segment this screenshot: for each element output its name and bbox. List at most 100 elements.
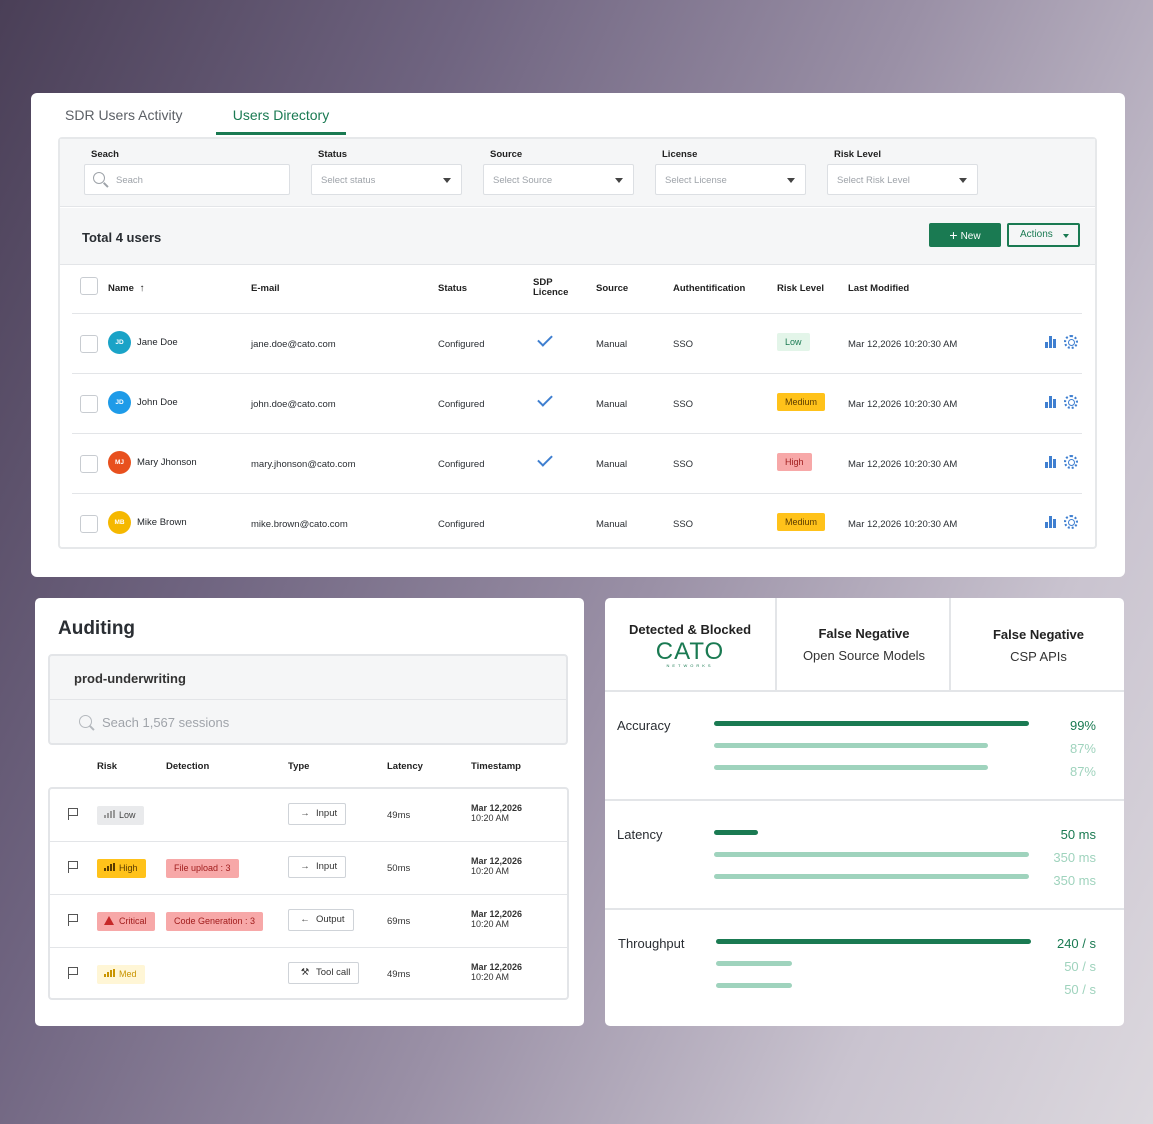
- metric-label: Throughput: [618, 936, 685, 951]
- checkmark-icon: [537, 391, 553, 407]
- user-email: mary.jhonson@cato.com: [251, 459, 356, 470]
- metric-bar: [714, 852, 1029, 857]
- license-select[interactable]: Select License: [655, 164, 806, 195]
- session-row[interactable]: Low → Input 49ms Mar 12,2026 10:20 AM: [50, 789, 567, 842]
- sort-ascending-icon: ↑: [139, 283, 145, 294]
- table-header-row: Name ↑ E-mail Status SDP Licence Source A…: [72, 267, 1082, 314]
- column-detected-blocked: Detected & Blocked CATO NETWORKS: [605, 598, 777, 690]
- chevron-down-icon: [959, 178, 967, 183]
- risk-level-select[interactable]: Select Risk Level: [827, 164, 978, 195]
- search-label: Seach: [91, 149, 119, 160]
- row-checkbox[interactable]: [80, 515, 98, 533]
- type-chip: ⚒ Tool call: [288, 962, 360, 984]
- detection-badge: Code Generation : 3: [166, 912, 264, 931]
- avatar: MJ: [108, 451, 131, 474]
- column-header-last-modified: Last Modified: [848, 283, 910, 294]
- column-header-authentification: Authentification: [673, 283, 746, 294]
- risk-badge: Low: [97, 806, 144, 825]
- user-email: jane.doe@cato.com: [251, 339, 336, 350]
- column-header-risk-level: Risk Level: [777, 283, 824, 294]
- divider: [50, 699, 566, 700]
- risk-level-placeholder: Select Risk Level: [837, 175, 910, 186]
- metric-bar: [716, 939, 1031, 944]
- signal-bars-icon: [104, 969, 115, 977]
- user-source: Manual: [596, 339, 628, 350]
- analytics-icon[interactable]: [1045, 396, 1057, 408]
- cato-logo-subtext: NETWORKS: [666, 663, 714, 668]
- last-modified: Mar 12,2026 10:20:30 AM: [848, 459, 958, 470]
- flag-icon[interactable]: [68, 861, 78, 873]
- table-row[interactable]: MB Mike Brown mike.brown@cato.com Configure…: [72, 494, 1082, 550]
- gear-icon[interactable]: [1064, 335, 1078, 349]
- risk-level-badge: High: [777, 453, 812, 471]
- user-name: Mary Jhonson: [137, 457, 197, 468]
- row-checkbox[interactable]: [80, 335, 98, 353]
- tab-sdr-users-activity[interactable]: SDR Users Activity: [65, 107, 183, 123]
- table-row[interactable]: JD Jane Doe jane.doe@cato.com Configured Man…: [72, 314, 1082, 374]
- metric-bar: [714, 743, 988, 748]
- actions-dropdown-button[interactable]: Actions: [1007, 223, 1080, 247]
- environment-name: prod-underwriting: [74, 671, 186, 686]
- cato-logo: CATO: [655, 638, 725, 665]
- row-checkbox[interactable]: [80, 395, 98, 413]
- column-header-latency: Latency: [387, 761, 423, 772]
- detection-badge: File upload : 3: [166, 859, 239, 878]
- table-row[interactable]: MJ Mary Jhonson mary.jhonson@cato.com Confi…: [72, 434, 1082, 494]
- source-select[interactable]: Select Source: [483, 164, 634, 195]
- status-placeholder: Select status: [321, 175, 376, 186]
- timestamp: Mar 12,2026 10:20 AM: [471, 856, 523, 876]
- risk-badge: High: [97, 859, 146, 878]
- session-search-input[interactable]: Seach 1,567 sessions: [102, 715, 230, 730]
- analytics-icon[interactable]: [1045, 336, 1057, 348]
- analytics-icon[interactable]: [1045, 456, 1057, 468]
- gear-icon[interactable]: [1064, 395, 1078, 409]
- type-chip: → Input: [288, 803, 347, 825]
- auditing-title: Auditing: [58, 618, 136, 639]
- type-chip: → Input: [288, 856, 347, 878]
- risk-level-label: Risk Level: [834, 149, 881, 160]
- status-select[interactable]: Select status: [311, 164, 462, 195]
- license-filter: License Select License: [655, 149, 806, 195]
- column-subtitle: CSP APIs: [1010, 649, 1067, 664]
- new-user-button[interactable]: + New: [929, 223, 1001, 247]
- metric-value: 50 / s: [1064, 959, 1096, 974]
- chevron-down-icon: [787, 178, 795, 183]
- users-table: Name ↑ E-mail Status SDP Licence Source A…: [72, 267, 1082, 550]
- source-filter: Source Select Source: [483, 149, 634, 195]
- warning-icon: [104, 916, 114, 925]
- gear-icon[interactable]: [1064, 515, 1078, 529]
- chevron-down-icon: [1063, 234, 1069, 238]
- session-row[interactable]: High File upload : 3 → Input 50ms Mar 12,2026…: [50, 842, 567, 895]
- avatar: MB: [108, 511, 131, 534]
- session-row[interactable]: Med ⚒ Tool call 49ms Mar 12,2026 10:20 AM: [50, 948, 567, 999]
- metric-section-accuracy: Accuracy 99% 87% 87%: [605, 692, 1124, 801]
- risk-level-badge: Low: [777, 333, 810, 351]
- risk-level-badge: Medium: [777, 393, 826, 411]
- metric-bar: [716, 983, 792, 988]
- license-label: License: [662, 149, 698, 160]
- session-row[interactable]: Critical Code Generation : 3 ← Output 69ms Ma…: [50, 895, 567, 948]
- search-input[interactable]: Seach: [84, 164, 290, 195]
- gear-icon[interactable]: [1064, 455, 1078, 469]
- table-row[interactable]: JD John Doe john.doe@cato.com Configured Man…: [72, 374, 1082, 434]
- checkmark-icon: [537, 331, 553, 347]
- column-false-negative-open-source: False Negative Open Source Models: [779, 598, 951, 690]
- user-email: mike.brown@cato.com: [251, 519, 348, 530]
- column-header-name[interactable]: Name ↑: [108, 283, 145, 294]
- flag-icon[interactable]: [68, 808, 78, 820]
- analytics-icon[interactable]: [1045, 516, 1057, 528]
- row-checkbox[interactable]: [80, 455, 98, 473]
- column-header-detection: Detection: [166, 761, 210, 772]
- risk-level-filter: Risk Level Select Risk Level: [827, 149, 978, 195]
- avatar: JD: [108, 331, 131, 354]
- user-source: Manual: [596, 399, 628, 410]
- session-search-box: prod-underwriting Seach 1,567 sessions: [48, 654, 568, 745]
- select-all-checkbox[interactable]: [80, 277, 98, 295]
- flag-icon[interactable]: [68, 967, 78, 979]
- risk-badge: Critical: [97, 912, 155, 931]
- tab-users-directory[interactable]: Users Directory: [216, 107, 346, 135]
- flag-icon[interactable]: [68, 914, 78, 926]
- user-status: Configured: [438, 399, 485, 410]
- checkmark-icon: [537, 451, 553, 467]
- last-modified: Mar 12,2026 10:20:30 AM: [848, 339, 958, 350]
